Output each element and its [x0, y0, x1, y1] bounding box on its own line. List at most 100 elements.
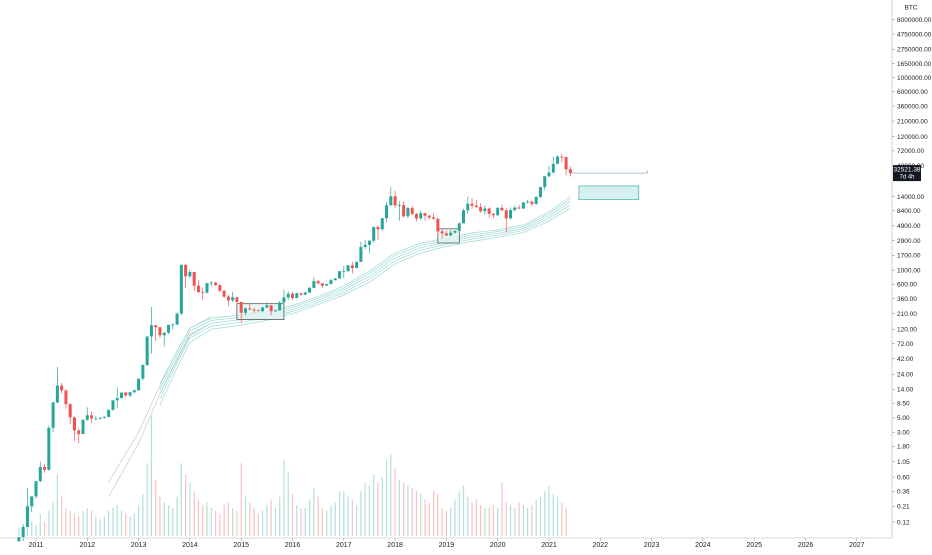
price-tick-label: 360000.00 — [897, 103, 928, 110]
volume-bar — [287, 471, 289, 536]
volume-bar — [279, 496, 281, 536]
volume-bar — [411, 488, 413, 536]
price-tick-label: 14.00 — [897, 387, 914, 394]
candle-body — [214, 282, 218, 286]
candle-body — [107, 409, 111, 417]
candle-body — [564, 157, 568, 170]
volume-bar — [300, 508, 302, 536]
price-tick-label: 8400.00 — [897, 208, 921, 215]
volume-bar — [505, 502, 507, 536]
price-tick-label: 72.00 — [897, 341, 914, 348]
candle-body — [534, 196, 538, 204]
price-tick-label: 120.00 — [897, 327, 917, 334]
price-tick-label: 4750000.00 — [897, 31, 932, 38]
candle-body — [427, 215, 431, 218]
volume-bar — [432, 491, 435, 536]
candle-body — [149, 325, 153, 337]
candle-body — [393, 196, 397, 206]
time-tick-label: 2020 — [490, 542, 506, 549]
candle-body — [128, 392, 132, 396]
candle-body — [526, 201, 530, 203]
volume-bar — [18, 527, 20, 536]
volume-bar — [31, 522, 33, 536]
volume-bar — [467, 496, 469, 536]
candle-body — [248, 308, 252, 310]
candle-body — [120, 392, 123, 399]
volume-bar — [283, 460, 285, 536]
candle-body — [90, 415, 94, 419]
price-tick-label: 210000.00 — [897, 118, 928, 125]
band-line — [159, 204, 571, 399]
candle-body — [55, 385, 59, 403]
volume-bar — [471, 502, 473, 536]
price-tick-label: 360.00 — [897, 296, 917, 303]
volume-bar — [385, 460, 388, 536]
volume-bar — [56, 474, 58, 536]
volume-bar — [377, 482, 379, 536]
candle-body — [491, 213, 495, 216]
volume-bar — [26, 519, 29, 536]
time-axis[interactable]: 2011 2012 2013 2014 2015 2016 2017 2018 2019 2020… — [0, 537, 892, 549]
volume-bar — [185, 474, 187, 536]
target-zone-layer[interactable] — [570, 170, 648, 201]
volume-bar — [142, 494, 144, 536]
price-tick-label: 1.80 — [897, 444, 910, 451]
candle-body — [308, 287, 312, 293]
price-tick-label: 600000.00 — [897, 89, 928, 96]
volume-bar — [326, 510, 328, 536]
volume-bar — [172, 508, 174, 536]
candle-body — [158, 327, 162, 336]
volume-bar — [403, 482, 405, 536]
volume-bar — [120, 510, 123, 536]
volume-bar — [522, 505, 524, 536]
candle-body — [201, 292, 205, 293]
candle-body — [239, 301, 243, 313]
time-tick-label: 2016 — [285, 542, 301, 549]
candle-body — [261, 307, 265, 312]
band-line — [159, 208, 571, 405]
volume-bar — [232, 508, 234, 536]
candle-body — [333, 278, 337, 281]
candle-body — [470, 203, 474, 206]
candle-body — [363, 244, 367, 247]
volume-bar — [561, 502, 563, 536]
volume-bar — [317, 496, 319, 536]
volume-bar — [112, 508, 114, 536]
candle-body — [543, 176, 547, 188]
price-axis[interactable]: BTC 8000000.00 4750000.00 2750000.00 165000… — [891, 0, 932, 538]
time-tick-label: 2012 — [80, 542, 96, 549]
volume-bar — [219, 513, 221, 536]
volume-bar — [356, 505, 358, 536]
candle-body — [231, 297, 235, 301]
volume-bar — [351, 499, 353, 536]
candle-body — [449, 232, 453, 236]
band-line — [159, 196, 571, 384]
volume-bar — [180, 463, 182, 536]
candle-body — [402, 205, 406, 217]
volume-bar — [304, 508, 306, 536]
volume-bar — [441, 508, 443, 536]
price-tick-label: 3.00 — [897, 429, 910, 436]
time-tick-label: 2014 — [182, 542, 198, 549]
volume-bar — [535, 499, 537, 536]
volume-bar — [65, 508, 67, 536]
candle-body — [385, 205, 389, 219]
candle-body — [85, 415, 89, 420]
volume-bar — [35, 524, 37, 536]
time-tick-label: 2022 — [593, 542, 609, 549]
volume-bar — [398, 480, 400, 536]
time-tick-label: 2026 — [798, 542, 814, 549]
volume-bar — [249, 502, 251, 536]
candle-body — [474, 205, 478, 208]
price-tick-label: 120000.00 — [897, 134, 928, 141]
volume-bar — [43, 522, 46, 536]
volume-bar — [347, 496, 349, 536]
volume-bar — [424, 499, 426, 536]
candle-body — [205, 283, 209, 293]
volume-bar — [253, 508, 255, 536]
volume-bar — [266, 505, 268, 536]
candle-body — [179, 264, 183, 314]
